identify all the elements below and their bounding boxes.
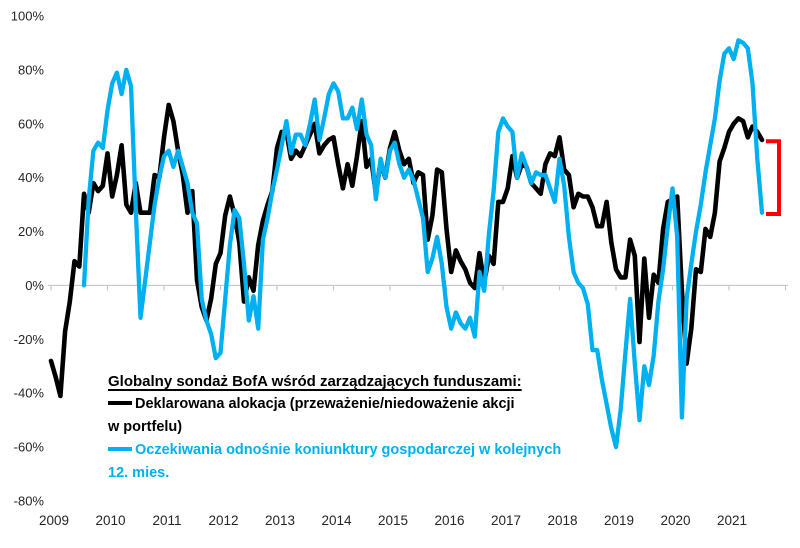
x-axis-label: 2010: [95, 513, 125, 528]
legend-item-allocation-text: Deklarowana alokacja (przeważenie/niedow…: [135, 396, 515, 412]
x-axis-label: 2009: [39, 513, 69, 528]
legend-title: Globalny sondaż BofA wśród zarządzającyc…: [108, 373, 522, 390]
y-axis-label: 20%: [18, 224, 44, 239]
x-axis-label: 2012: [208, 513, 238, 528]
x-axis-label: 2018: [547, 513, 577, 528]
blue-line-key-icon: [108, 446, 132, 451]
black-line-key-icon: [108, 400, 132, 405]
x-axis-label: 2017: [491, 513, 521, 528]
x-axis-label: 2011: [152, 513, 181, 528]
legend-item-expectations: Oczekiwania odnośnie koniunktury gospoda…: [108, 439, 668, 462]
y-axis-label: 0%: [25, 278, 44, 293]
x-axis-label: 2014: [321, 513, 352, 528]
series-line-allocation: [48, 102, 765, 399]
x-axis-label: 2019: [604, 513, 634, 528]
y-axis-label: 100%: [11, 9, 45, 24]
legend-item-expectations-text: Oczekiwania odnośnie koniunktury gospoda…: [135, 442, 562, 458]
y-axis-label: 80%: [18, 62, 44, 77]
x-axis-label: 2013: [265, 513, 295, 528]
y-axis-label: -20%: [14, 332, 45, 347]
y-axis-label: -60%: [14, 440, 45, 455]
legend-item-allocation-cont: w portfelu): [108, 419, 183, 435]
chart-legend: Globalny sondaż BofA wśród zarządzającyc…: [108, 371, 668, 485]
y-axis-label: 40%: [18, 170, 44, 185]
x-axis-label: 2016: [434, 513, 464, 528]
x-axis-label: 2020: [660, 513, 690, 528]
end-gap-bracket: [766, 139, 781, 216]
legend-item-allocation: Deklarowana alokacja (przeważenie/niedow…: [108, 393, 668, 416]
series-line-expectations: [81, 38, 765, 450]
x-axis-label: 2021: [717, 513, 747, 528]
x-axis-label: 2015: [378, 513, 408, 528]
y-axis-label: -40%: [14, 386, 45, 401]
y-axis-label: -80%: [14, 494, 45, 509]
y-axis-label: 60%: [18, 116, 44, 131]
legend-item-expectations-cont: 12. mies.: [108, 465, 170, 481]
